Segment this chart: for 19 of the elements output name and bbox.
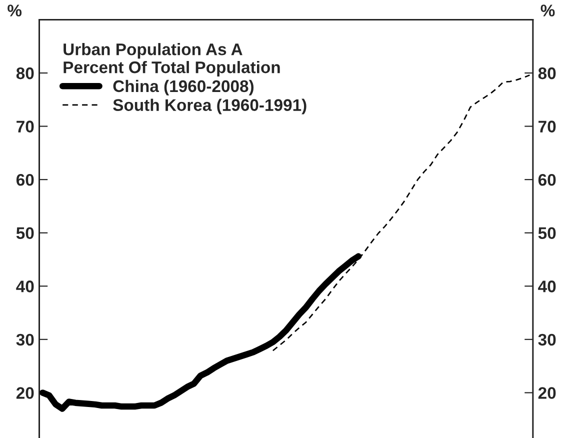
legend-label: South Korea (1960-1991) — [113, 98, 306, 114]
y2-tick-label: 20 — [538, 387, 556, 399]
y2-tick-label: 80 — [538, 67, 556, 80]
y2-axis-title: % — [540, 4, 555, 16]
y2-tick-label: 70 — [538, 120, 556, 132]
y2-tick-label: 30 — [538, 334, 556, 346]
y-tick-label: 50 — [16, 227, 34, 240]
y2-tick-label: 60 — [538, 174, 556, 186]
legend-title: Urban Population As A Percent Of Total Population — [64, 43, 280, 77]
y-tick-label: 30 — [16, 334, 34, 346]
y-axis-title: % — [8, 4, 22, 16]
y-tick-label: 80 — [16, 67, 34, 80]
legend-label: China (1960-2008) — [113, 80, 254, 96]
y2-tick-label: 40 — [538, 280, 556, 292]
y-tick-label: 60 — [16, 174, 34, 186]
y-tick-label: 40 — [16, 280, 34, 292]
y2-tick-label: 50 — [538, 227, 556, 240]
y-tick-label: 70 — [16, 120, 34, 132]
y-tick-label: 20 — [16, 387, 34, 399]
